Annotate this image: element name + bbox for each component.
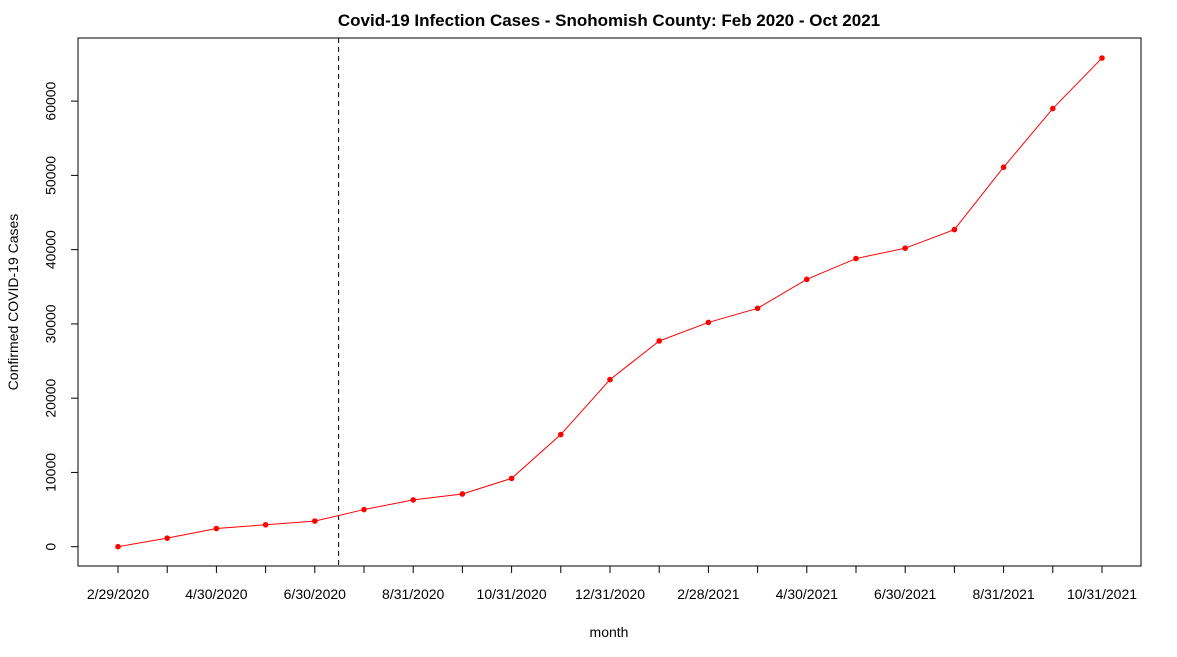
x-tick-label: 6/30/2020 xyxy=(284,586,346,602)
data-point xyxy=(262,521,269,528)
data-points xyxy=(115,55,1105,550)
y-tick-label: 40000 xyxy=(43,230,59,269)
y-tick-label: 10000 xyxy=(43,453,59,492)
data-point xyxy=(410,497,417,503)
x-tick-label: 2/28/2021 xyxy=(677,586,739,602)
x-tick-label: 8/31/2020 xyxy=(382,586,444,602)
data-point xyxy=(508,475,515,482)
x-tick-label: 12/31/2020 xyxy=(575,586,645,602)
x-tick-label: 4/30/2021 xyxy=(776,586,838,602)
y-axis: 0 10000 20000 30000 40000 50000 60000 xyxy=(43,81,79,551)
x-tick-label: 4/30/2020 xyxy=(185,586,247,602)
data-point xyxy=(361,506,367,513)
data-point xyxy=(459,491,466,497)
data-point xyxy=(804,276,810,283)
data-point xyxy=(558,431,564,438)
x-tick-label: 2/29/2020 xyxy=(87,586,149,602)
data-point xyxy=(656,338,662,344)
data-point xyxy=(607,376,613,383)
x-tick-label: 8/31/2021 xyxy=(972,586,1034,602)
data-point xyxy=(213,525,220,532)
y-tick-label: 50000 xyxy=(43,156,59,195)
data-point xyxy=(1050,105,1056,112)
data-point xyxy=(754,305,761,312)
x-tick-label: 10/31/2021 xyxy=(1067,586,1137,602)
data-point xyxy=(1099,55,1105,61)
data-point xyxy=(705,319,712,326)
x-tick-label: 6/30/2021 xyxy=(874,586,936,602)
chart-title: Covid-19 Infection Cases - Snohomish Cou… xyxy=(338,11,880,30)
data-point xyxy=(164,535,170,541)
x-axis: 2/29/2020 4/30/2020 6/30/2020 8/31/2020 10/3… xyxy=(87,565,1137,602)
y-tick-label: 20000 xyxy=(43,378,59,417)
data-point xyxy=(853,255,859,262)
x-tick-label: 10/31/2020 xyxy=(477,586,547,602)
data-point xyxy=(312,518,318,524)
y-axis-label: Confirmed COVID-19 Cases xyxy=(5,214,21,391)
data-point xyxy=(951,226,958,233)
data-point xyxy=(1000,164,1007,171)
x-axis-label: month xyxy=(590,624,629,640)
data-point xyxy=(115,543,121,550)
y-tick-label: 60000 xyxy=(43,81,59,120)
data-point xyxy=(902,245,908,251)
y-tick-label: 0 xyxy=(43,543,59,551)
y-tick-label: 30000 xyxy=(43,304,59,343)
